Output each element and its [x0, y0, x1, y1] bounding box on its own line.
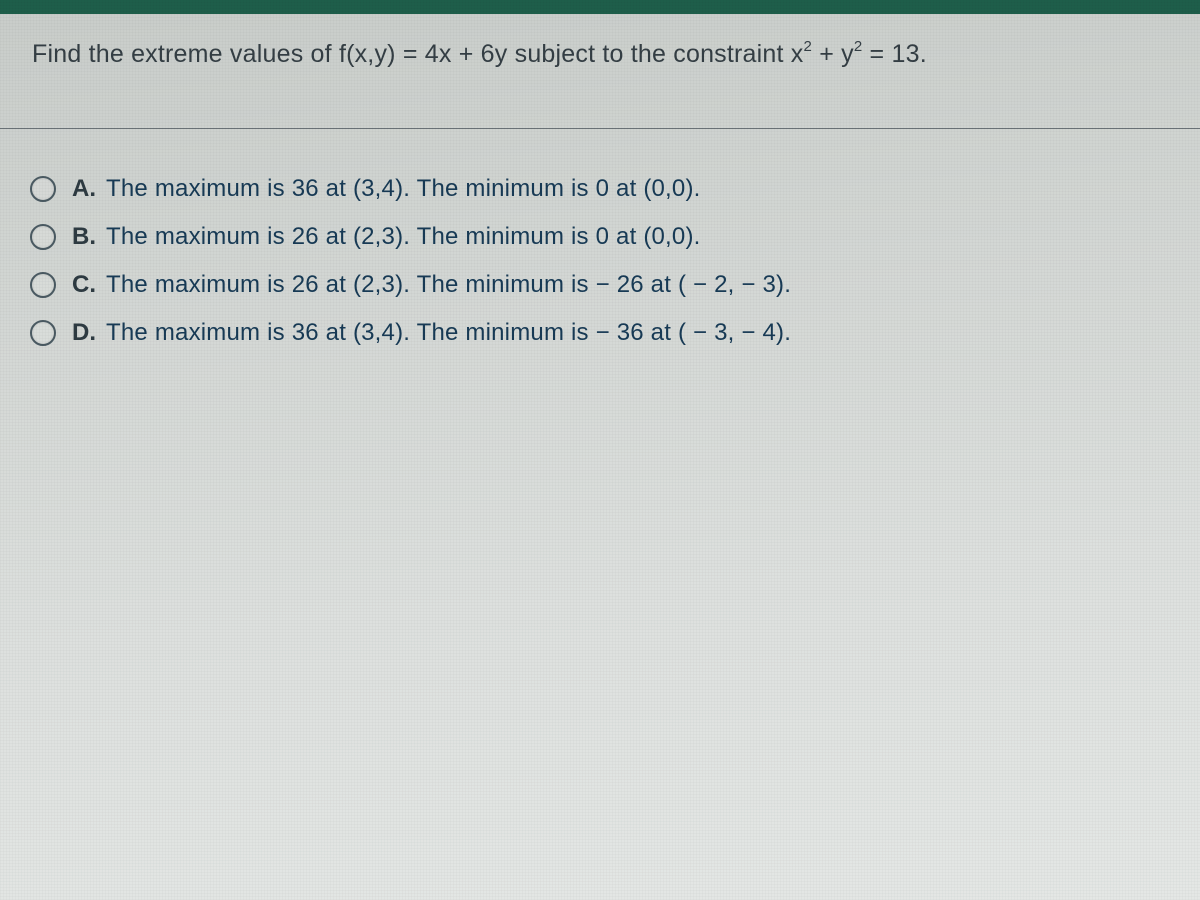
- option-text-c: The maximum is 26 at (2,3). The minimum …: [106, 271, 791, 299]
- option-row-d[interactable]: D. The maximum is 36 at (3,4). The minim…: [30, 319, 1200, 347]
- option-text-d: The maximum is 36 at (3,4). The minimum …: [106, 319, 791, 347]
- question-sup-1: 2: [804, 38, 813, 55]
- question-sup-2: 2: [854, 38, 863, 55]
- option-row-b[interactable]: B. The maximum is 26 at (2,3). The minim…: [30, 223, 1200, 251]
- options-list: A. The maximum is 36 at (3,4). The minim…: [0, 129, 1200, 347]
- question-prefix: Find the extreme values of f(x,y) = 4x +…: [32, 40, 804, 68]
- radio-a[interactable]: [30, 176, 56, 202]
- question-suffix: = 13.: [862, 40, 926, 68]
- option-letter-d: D.: [72, 319, 106, 347]
- radio-c[interactable]: [30, 272, 56, 298]
- option-text-b: The maximum is 26 at (2,3). The minimum …: [106, 223, 701, 251]
- option-text-a: The maximum is 36 at (3,4). The minimum …: [106, 175, 701, 203]
- radio-d[interactable]: [30, 320, 56, 346]
- question-text: Find the extreme values of f(x,y) = 4x +…: [32, 38, 1168, 72]
- radio-b[interactable]: [30, 224, 56, 250]
- option-letter-b: B.: [72, 223, 106, 251]
- question-mid: + y: [812, 40, 854, 68]
- option-letter-c: C.: [72, 271, 106, 299]
- option-row-c[interactable]: C. The maximum is 26 at (2,3). The minim…: [30, 271, 1200, 299]
- option-letter-a: A.: [72, 175, 106, 203]
- header-accent-bar: [0, 0, 1200, 14]
- question-block: Find the extreme values of f(x,y) = 4x +…: [0, 14, 1200, 80]
- option-row-a[interactable]: A. The maximum is 36 at (3,4). The minim…: [30, 175, 1200, 203]
